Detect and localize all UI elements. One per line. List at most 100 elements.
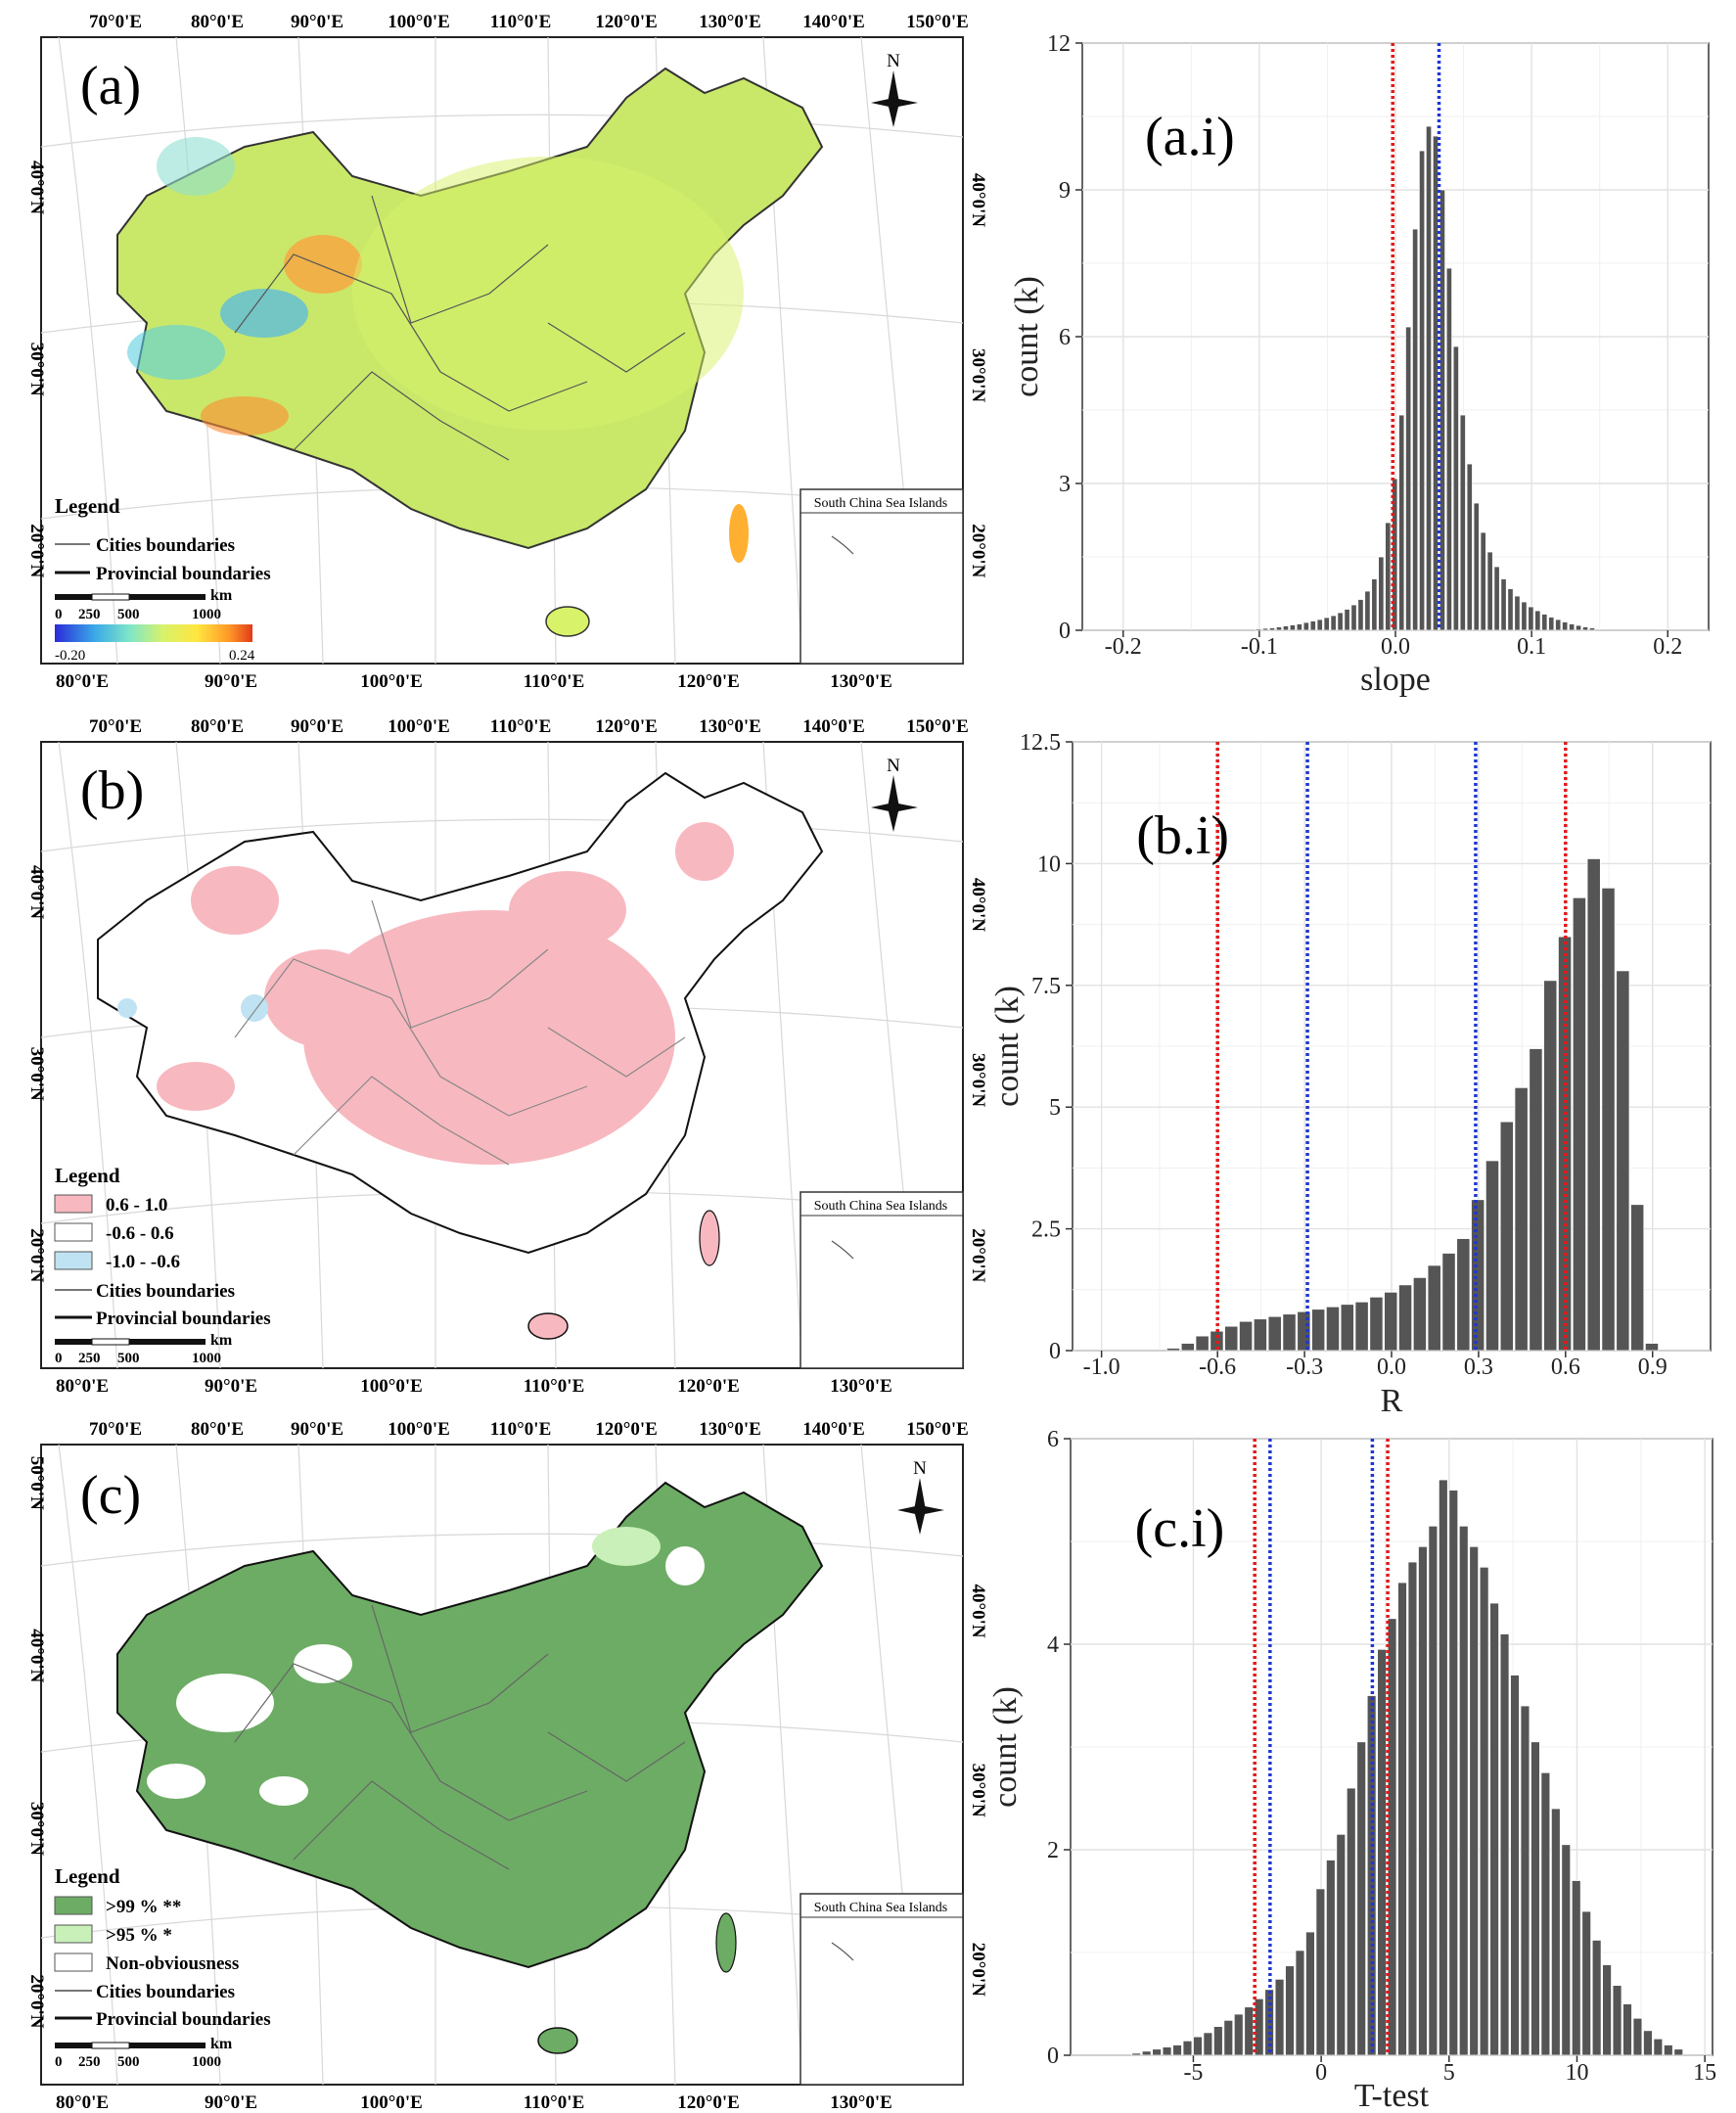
longitude-label: 90°0'E — [205, 2092, 257, 2113]
histogram-bar — [1458, 1525, 1469, 2056]
legend-item: Provincial boundaries — [96, 2009, 271, 2030]
histogram-bar — [1330, 615, 1337, 631]
histogram-bar — [1493, 566, 1500, 631]
histogram-bar — [1172, 2044, 1182, 2056]
histogram-bar — [1469, 1545, 1480, 2056]
longitude-label: 120°0'E — [595, 716, 658, 737]
x-tick-label: 5 — [1443, 2060, 1455, 2086]
latitude-label: 20°0'N — [26, 1228, 47, 1282]
longitude-label: 100°0'E — [360, 1376, 423, 1397]
histogram-bar — [1534, 610, 1541, 631]
scale-tick: 500 — [117, 2054, 140, 2070]
histogram-bar — [1632, 2017, 1643, 2056]
panel-label: (c) — [80, 1465, 141, 1526]
histogram-bar — [1385, 522, 1392, 631]
histogram-bar — [1514, 595, 1521, 631]
legend-title: Legend — [55, 1864, 120, 1888]
legend-item: Provincial boundaries — [96, 1309, 271, 1329]
longitude-label: 100°0'E — [360, 2092, 423, 2113]
histogram-bar — [1412, 1276, 1427, 1352]
histogram-bar — [1480, 531, 1486, 631]
longitude-label: 130°0'E — [830, 1376, 892, 1397]
histogram-bar — [1529, 1048, 1543, 1352]
map-panel-a: N South China Sea Islands — [40, 36, 964, 665]
histogram-bar — [1267, 1315, 1282, 1352]
legend-item: Non-obviousness — [106, 1953, 239, 1974]
histogram-bar — [1274, 1978, 1285, 2056]
scale-tick: 1000 — [192, 607, 221, 622]
inset-title: South China Sea Islands — [814, 496, 948, 511]
histogram-bar — [1591, 1940, 1602, 2056]
longitude-label: 110°0'E — [524, 671, 585, 692]
x-axis-label: T-test — [1354, 2078, 1430, 2113]
longitude-label: 80°0'E — [191, 1419, 244, 1440]
x-axis-label: R — [1381, 1383, 1403, 1419]
histogram-bar — [1643, 2030, 1653, 2056]
legend-item: Cities boundaries — [96, 535, 235, 556]
histogram-bar — [1193, 2036, 1203, 2056]
histogram-bar — [1479, 1566, 1489, 2056]
y-tick-label: 0 — [1047, 2044, 1059, 2069]
histogram-bar — [1550, 1808, 1561, 2056]
histogram-bar — [1441, 1253, 1456, 1352]
histogram-bar — [1296, 623, 1302, 631]
histogram-bar — [1427, 1264, 1441, 1352]
legend-item: Provincial boundaries — [96, 564, 271, 584]
histogram-bar — [1616, 970, 1630, 1352]
south-china-sea-inset — [799, 488, 964, 665]
histogram-bar — [1612, 1985, 1622, 2056]
latitude-label: 20°0'N — [968, 1228, 988, 1282]
histogram-bar — [1500, 578, 1507, 631]
latitude-label: 30°0'N — [968, 1053, 988, 1107]
x-tick-label: -0.6 — [1199, 1355, 1236, 1380]
longitude-label: 140°0'E — [802, 1419, 865, 1440]
longitude-label: 140°0'E — [802, 12, 865, 32]
histogram-bar — [1378, 556, 1385, 631]
map-0-labels: (a) 70°0'E 80°0'E 90°0'E 100°0'E 110°0'E 120°0… — [26, 12, 988, 692]
histogram-bar — [1602, 1964, 1612, 2056]
legend-item: Cities boundaries — [96, 1982, 235, 2002]
panel-label: (b.i) — [1136, 805, 1229, 866]
histogram-bar — [1364, 590, 1371, 631]
histogram-bar — [1340, 1304, 1354, 1352]
north-label: N — [887, 51, 900, 71]
longitude-label: 120°0'E — [677, 1376, 740, 1397]
histogram-bar — [1377, 1648, 1387, 2056]
scale-tick: 250 — [78, 1351, 101, 1366]
histogram-bar — [1323, 617, 1330, 631]
inset-title: South China Sea Islands — [814, 1901, 948, 1915]
histogram-bar — [1581, 1910, 1592, 2056]
histogram-bar — [1141, 2050, 1152, 2056]
scale-tick: 500 — [117, 1351, 140, 1366]
histogram-bar — [1152, 2048, 1162, 2056]
panel-label: (a) — [80, 56, 141, 116]
histogram-bar — [1507, 588, 1514, 631]
legend-title: Legend — [55, 1164, 120, 1187]
histogram-bar — [1499, 1633, 1510, 2056]
x-tick-label: -5 — [1183, 2060, 1203, 2086]
histogram-bar — [1561, 1844, 1572, 2056]
histogram-bar — [1356, 1741, 1367, 2056]
histogram-bar — [1418, 150, 1426, 631]
histogram-bar — [1452, 345, 1459, 631]
north-label: N — [887, 756, 900, 776]
histogram-bar — [1325, 1860, 1336, 2056]
longitude-label: 120°0'E — [595, 12, 658, 32]
longitude-label: 90°0'E — [205, 1376, 257, 1397]
legend-item: >95 % * — [106, 1925, 172, 1946]
histogram-bar — [1261, 627, 1269, 631]
histogram-bar — [1644, 1343, 1660, 1352]
histogram-bar — [1275, 626, 1283, 631]
histogram-3: 0 2 4 6 -5 0 5 10 15 (c.i) T-test count (k) — [987, 1427, 1716, 2113]
x-tick-label: -0.2 — [1105, 634, 1142, 660]
x-tick-label: -0.3 — [1286, 1355, 1323, 1380]
histogram-bar — [1555, 619, 1562, 631]
histogram-bar — [1407, 1561, 1418, 2056]
longitude-label: 90°0'E — [291, 716, 343, 737]
histogram-bar — [1268, 627, 1276, 631]
histogram-bar — [1405, 326, 1412, 631]
x-tick-label: 15 — [1693, 2060, 1716, 2086]
scale-tick: 250 — [78, 2054, 101, 2070]
histogram-bar — [1285, 1965, 1295, 2056]
histogram-bar — [1514, 1086, 1529, 1352]
